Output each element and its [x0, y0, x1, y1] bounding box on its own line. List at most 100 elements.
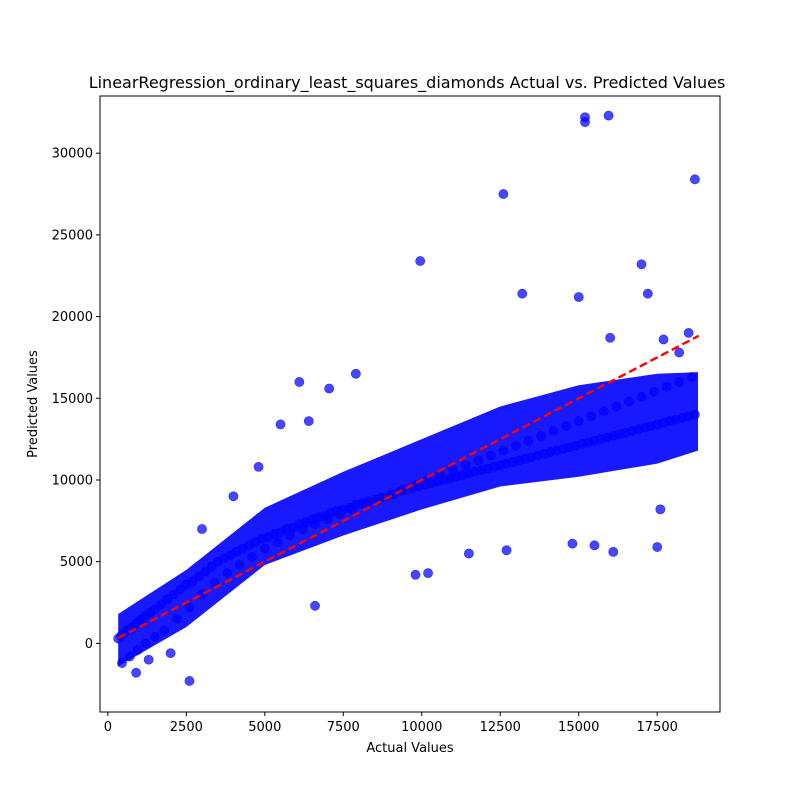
data-point — [222, 568, 233, 579]
x-axis: 0 2500 5000 7500 10000 12500 15000 17500 — [104, 712, 678, 735]
data-point — [608, 546, 619, 557]
data-point — [140, 638, 151, 649]
data-point — [655, 504, 666, 515]
points-layer — [113, 110, 700, 686]
data-point — [485, 450, 496, 461]
dense-point-band — [118, 372, 699, 667]
data-point — [523, 435, 534, 446]
data-point — [463, 548, 474, 559]
x-tick-label: 7500 — [327, 720, 360, 735]
data-point — [335, 509, 346, 520]
data-point — [303, 416, 314, 427]
data-point — [410, 569, 421, 580]
data-point — [150, 631, 160, 642]
data-point — [132, 645, 143, 655]
x-tick-label: 15000 — [558, 720, 599, 735]
data-point — [498, 189, 509, 199]
data-point — [603, 110, 614, 121]
data-point — [398, 484, 408, 495]
data-point — [415, 256, 426, 266]
reference-line-layer — [117, 334, 700, 640]
data-point — [228, 491, 239, 502]
y-tick-label: 20000 — [52, 310, 93, 325]
data-point — [350, 368, 361, 379]
y-tick-label: 30000 — [52, 147, 93, 162]
data-point — [285, 530, 295, 541]
y-tick-label: 5000 — [60, 555, 93, 570]
data-point — [347, 504, 358, 515]
data-point — [674, 347, 685, 358]
data-point — [294, 377, 305, 387]
data-point — [324, 383, 335, 394]
data-point — [689, 409, 700, 420]
x-tick-label: 5000 — [248, 720, 281, 735]
data-point — [184, 676, 195, 686]
x-tick-label: 17500 — [637, 720, 678, 735]
data-point — [674, 377, 685, 387]
data-point — [460, 460, 471, 471]
data-point — [423, 568, 433, 579]
data-point — [184, 602, 195, 613]
data-point — [172, 613, 182, 624]
data-point — [683, 328, 694, 338]
data-point — [611, 401, 622, 412]
data-point — [234, 560, 245, 570]
data-point — [649, 386, 659, 397]
data-point — [117, 658, 127, 668]
data-point — [501, 545, 512, 556]
data-point — [580, 117, 590, 128]
data-point — [589, 540, 600, 551]
x-tick-label: 10000 — [401, 720, 442, 735]
data-point — [658, 334, 669, 345]
data-point — [573, 416, 584, 427]
data-point — [272, 537, 283, 547]
data-point — [689, 174, 700, 185]
data-point — [435, 470, 446, 480]
data-point — [247, 551, 258, 562]
data-point — [536, 430, 546, 441]
x-tick-label: 2500 — [170, 720, 203, 735]
ideal-reference-line — [117, 334, 700, 640]
data-point — [275, 419, 286, 430]
data-point — [548, 426, 559, 436]
data-point — [159, 625, 170, 636]
y-tick-label: 25000 — [52, 228, 93, 243]
data-point — [259, 543, 270, 554]
data-point — [573, 292, 584, 302]
data-point — [310, 600, 320, 611]
data-point — [642, 288, 653, 299]
data-point — [586, 411, 597, 422]
data-point — [473, 455, 484, 466]
chart-title: LinearRegression_ordinary_least_squares_… — [89, 73, 726, 93]
y-axis: 0 5000 10000 15000 20000 25000 30000 — [52, 147, 100, 652]
data-point — [253, 462, 264, 472]
y-axis-label: Predicted Values — [26, 350, 41, 458]
data-point — [636, 259, 647, 270]
data-point — [124, 651, 135, 662]
data-point — [686, 372, 697, 382]
data-point — [561, 421, 572, 431]
x-axis-label: Actual Values — [366, 741, 454, 756]
data-point — [598, 406, 609, 417]
data-point — [511, 440, 521, 451]
data-point — [661, 381, 672, 392]
data-point — [297, 524, 308, 534]
data-point — [605, 332, 616, 343]
data-point — [322, 514, 333, 525]
y-tick-label: 10000 — [52, 473, 93, 488]
plot-frame — [99, 95, 721, 713]
data-point — [517, 288, 528, 299]
data-point — [636, 391, 647, 402]
y-tick-label: 15000 — [52, 392, 93, 407]
data-point — [197, 589, 207, 600]
data-point — [197, 524, 207, 534]
data-point — [131, 667, 142, 678]
y-tick-label: 0 — [85, 637, 93, 652]
data-point — [498, 445, 509, 456]
data-point — [310, 519, 320, 529]
x-tick-label: 12500 — [480, 720, 521, 735]
data-point — [165, 648, 176, 659]
data-point — [624, 396, 634, 407]
x-tick-label: 0 — [104, 720, 112, 735]
